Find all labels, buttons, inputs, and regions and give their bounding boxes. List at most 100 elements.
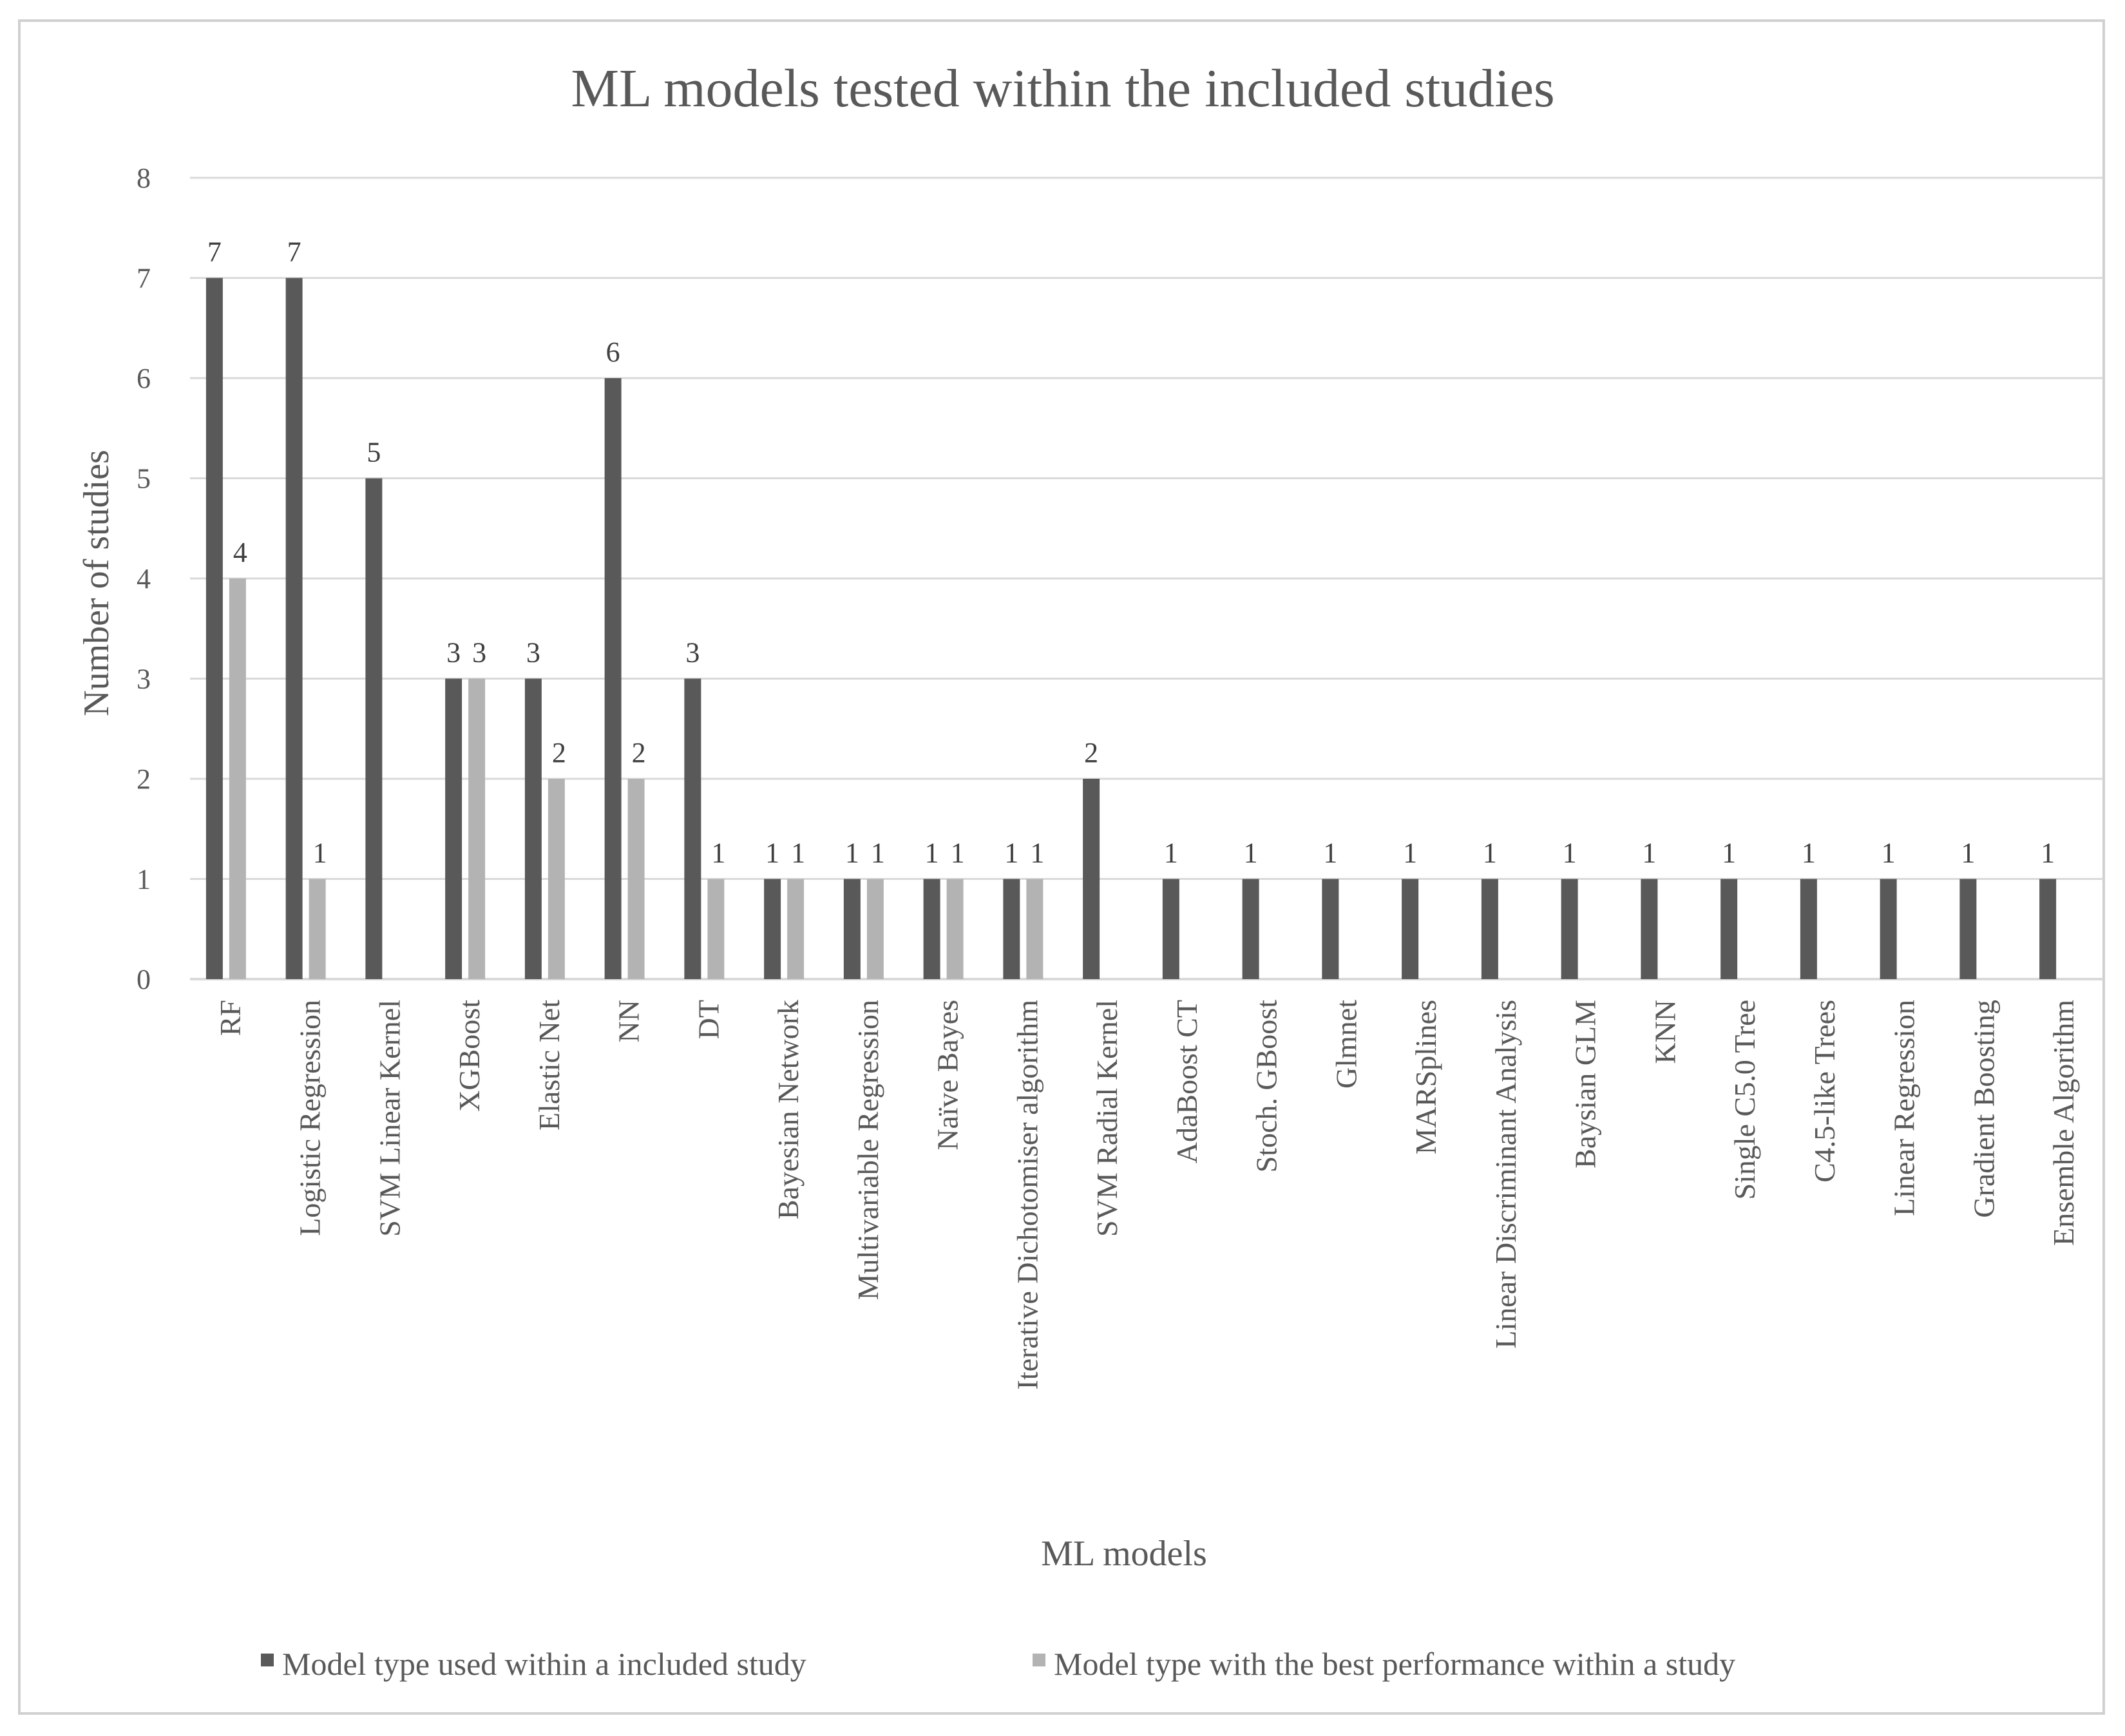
x-category-label: Logistic Regression	[294, 1000, 327, 1236]
legend-swatch-used	[261, 1654, 274, 1666]
bar-used	[1481, 879, 1498, 979]
data-label-used: 7	[287, 236, 301, 268]
bar-used	[923, 879, 940, 979]
y-tick-label: 4	[137, 563, 151, 595]
x-category-label: Single C5.0 Tree	[1728, 1000, 1761, 1200]
data-label-used: 1	[1004, 837, 1018, 869]
bar-best	[229, 578, 246, 979]
gridlines	[190, 176, 2103, 980]
data-label-best: 1	[1030, 837, 1044, 869]
data-label-used: 3	[685, 637, 700, 669]
x-category-label: Iterative Dichotomiser algorithm	[1011, 1000, 1043, 1390]
bar-used	[1720, 879, 1738, 979]
y-tick-label: 6	[137, 363, 151, 394]
bar-used	[1322, 879, 1339, 979]
data-label-used: 3	[446, 637, 461, 669]
data-label-best: 2	[552, 737, 566, 768]
bar-used	[2039, 879, 2057, 979]
x-category-label: SVM Radial Kernel	[1091, 1000, 1123, 1237]
bar-used	[365, 478, 383, 979]
y-axis-ticks: 0 1 2 3 4 5 6 7 8	[137, 162, 151, 995]
data-label-used: 1	[1164, 837, 1178, 869]
legend: Model type used within a included study …	[261, 1646, 1735, 1682]
x-category-label: DT	[692, 1000, 725, 1039]
bar-used	[1162, 879, 1179, 979]
data-label-best: 1	[313, 837, 327, 869]
data-label-used: 1	[925, 837, 939, 869]
bar-used	[843, 879, 861, 979]
data-label-best: 1	[871, 837, 885, 869]
x-category-label: Naïve Bayes	[931, 1000, 964, 1150]
data-label-best: 1	[951, 837, 965, 869]
bar-used	[285, 278, 303, 979]
x-category-label: Linear Regression	[1888, 1000, 1921, 1216]
x-category-label: Linear Discriminant Analysis	[1489, 1000, 1522, 1349]
x-category-label: Bayesian Network	[772, 1000, 805, 1219]
legend-label-best: Model type with the best performance wit…	[1054, 1646, 1735, 1682]
bar-best	[627, 779, 645, 979]
x-category-label: Stoch. GBoost	[1250, 1000, 1283, 1173]
data-label-best: 1	[711, 837, 725, 869]
bar-used	[1959, 879, 1977, 979]
x-category-label: RF	[214, 1000, 247, 1036]
data-label-used: 1	[1403, 837, 1417, 869]
x-category-label: Glmnet	[1329, 1000, 1362, 1089]
chart-title: ML models tested within the included stu…	[571, 59, 1554, 119]
legend-swatch-best	[1033, 1654, 1045, 1666]
bar-used	[1402, 879, 1419, 979]
data-label-used: 3	[526, 637, 540, 669]
bar-used	[1641, 879, 1658, 979]
x-category-label: Ensemble Algorithm	[2047, 1000, 2080, 1246]
y-tick-label: 1	[137, 864, 151, 895]
x-category-label: NN	[613, 1000, 645, 1042]
bar-best	[548, 779, 565, 979]
bar-best	[707, 879, 725, 979]
y-tick-label: 2	[137, 763, 151, 795]
bar-best	[787, 879, 805, 979]
x-category-label: Gradient Boosting	[1967, 1000, 2000, 1218]
y-tick-label: 0	[137, 964, 151, 995]
data-label-used: 1	[1802, 837, 1816, 869]
data-label-used: 5	[367, 437, 381, 468]
bar-used	[684, 678, 701, 979]
bar-used	[1003, 879, 1020, 979]
data-label-best: 1	[791, 837, 805, 869]
bar-best	[309, 879, 326, 979]
x-category-label: C4.5-like Trees	[1808, 1000, 1841, 1183]
data-label-used: 1	[765, 837, 779, 869]
bar-used	[205, 278, 223, 979]
x-category-label: AdaBoost CT	[1170, 1000, 1203, 1163]
x-category-label: Multivariable Regression	[852, 1000, 884, 1300]
data-label-used: 1	[2041, 837, 2055, 869]
data-label-best: 3	[472, 637, 486, 669]
data-label-used: 1	[1483, 837, 1497, 869]
bar-best	[866, 879, 884, 979]
data-label-used: 1	[1563, 837, 1577, 869]
x-category-label: XGBoost	[453, 1000, 486, 1112]
bar-used	[445, 678, 462, 979]
y-axis-title: Number of studies	[77, 450, 117, 716]
data-label-used: 2	[1084, 737, 1098, 768]
data-label-used: 6	[606, 336, 620, 368]
bar-used	[604, 378, 622, 979]
bars	[205, 278, 2057, 979]
bar-best	[468, 678, 486, 979]
bar-best	[1026, 879, 1043, 979]
bar-used	[1561, 879, 1578, 979]
category-labels: RF Logistic Regression SVM Linear Kernel XG…	[214, 1000, 2080, 1390]
bar-used	[524, 678, 542, 979]
x-category-label: MARSplines	[1409, 1000, 1442, 1154]
bar-used	[1083, 779, 1100, 979]
y-tick-label: 8	[137, 162, 151, 194]
x-category-label: KNN	[1648, 1000, 1681, 1064]
data-label-used: 1	[1882, 837, 1896, 869]
bar-used	[1242, 879, 1259, 979]
legend-label-used: Model type used within a included study	[282, 1646, 806, 1682]
y-tick-label: 7	[137, 263, 151, 294]
x-axis-title: ML models	[1041, 1534, 1207, 1574]
data-label-best: 2	[632, 737, 646, 768]
data-label-used: 1	[1961, 837, 1975, 869]
y-tick-label: 3	[137, 663, 151, 695]
